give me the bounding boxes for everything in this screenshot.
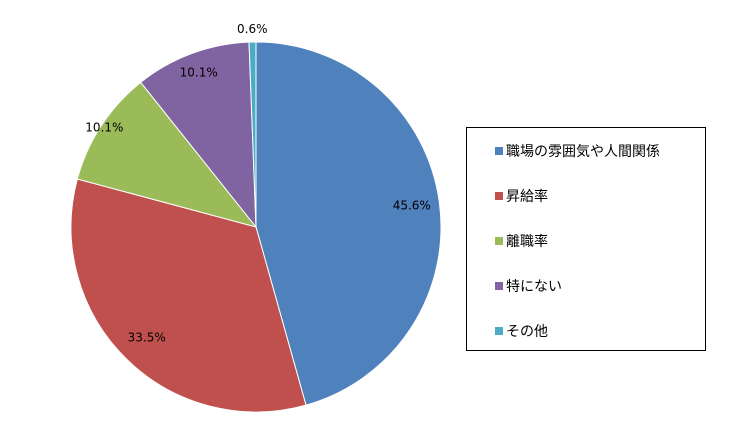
pie-slice [76, 81, 258, 228]
legend-item: 職場の雰囲気や人間関係 [495, 142, 660, 160]
legend-swatch [495, 147, 503, 155]
legend-swatch [495, 282, 503, 290]
legend-label: 特にない [506, 279, 562, 295]
legend-item: その他 [495, 322, 548, 340]
pie-slice [255, 41, 442, 406]
legend-label: 昇給率 [506, 189, 548, 205]
legend-label: 離職率 [506, 234, 548, 250]
data-label: 0.6% [237, 22, 268, 36]
legend: 職場の雰囲気や人間関係 昇給率離職率特にないその他 [466, 127, 706, 351]
data-label: 45.6% [393, 199, 431, 213]
legend-label: 職場の雰囲気や人間関係 [506, 144, 660, 160]
legend-item: 昇給率 [495, 187, 548, 205]
legend-label: その他 [506, 324, 548, 340]
legend-item: 離職率 [495, 232, 548, 250]
pie-slice [70, 178, 307, 413]
data-label: 33.5% [128, 330, 166, 344]
legend-swatch [495, 192, 503, 200]
pie-slice [139, 41, 257, 229]
legend-item: 特にない [495, 277, 562, 295]
pie-slice [248, 41, 257, 228]
data-label: 10.1% [85, 121, 123, 135]
legend-swatch [495, 327, 503, 335]
data-label: 10.1% [180, 66, 218, 80]
legend-swatch [495, 237, 503, 245]
